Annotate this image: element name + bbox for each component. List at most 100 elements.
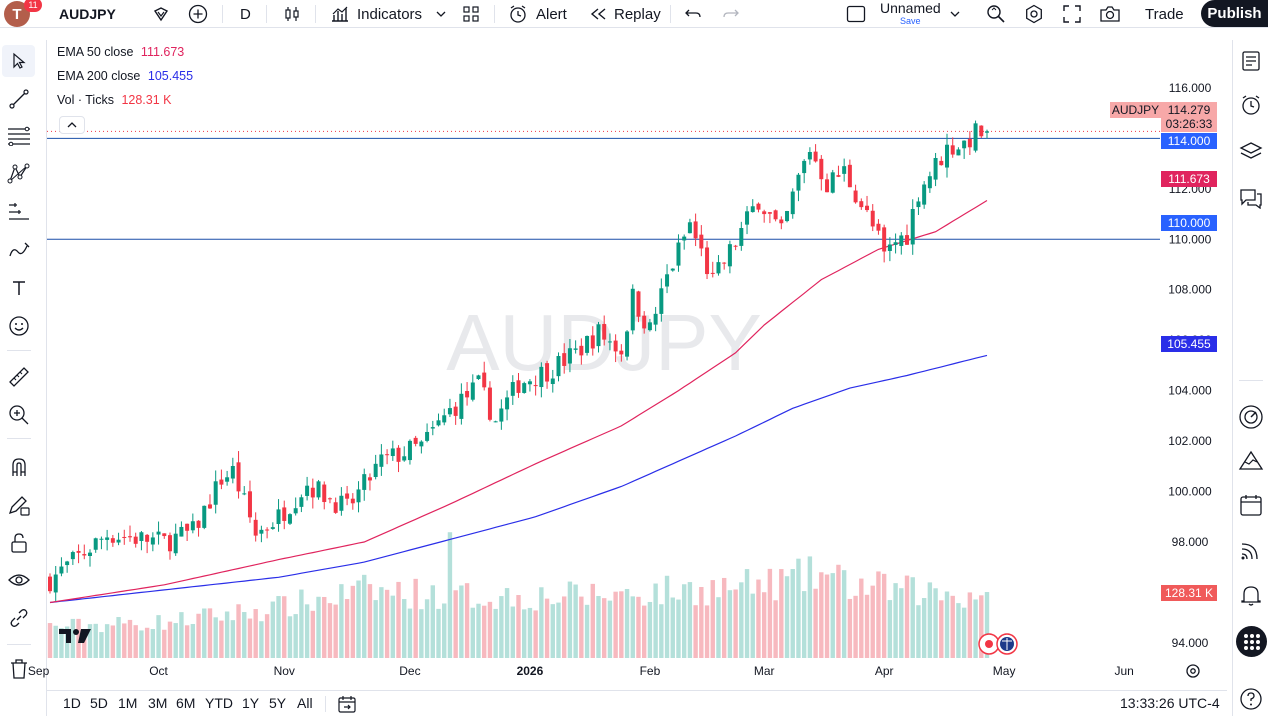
trade-button[interactable]: Trade xyxy=(1135,0,1194,28)
news-button[interactable] xyxy=(1233,534,1268,566)
alerts-button[interactable] xyxy=(1233,89,1268,121)
ema200-legend[interactable]: EMA 200 close 105.455 xyxy=(57,69,193,83)
alert-button[interactable]: Alert xyxy=(508,0,567,28)
ema50-legend[interactable]: EMA 50 close 111.673 xyxy=(57,45,184,59)
volume-bar xyxy=(407,608,413,658)
volume-bar xyxy=(550,604,555,658)
volume-bar xyxy=(904,575,910,658)
drawing-mode-tool[interactable] xyxy=(0,489,38,521)
fib-tool[interactable] xyxy=(0,120,38,152)
technicals-button[interactable] xyxy=(1233,401,1268,433)
calendar-button[interactable] xyxy=(1233,489,1268,521)
candle-body xyxy=(522,383,527,393)
pattern-tool[interactable] xyxy=(0,158,38,190)
help-button[interactable] xyxy=(1233,683,1268,715)
symbol-label: AUDJPY xyxy=(59,6,116,22)
range-1m[interactable]: 1M xyxy=(118,695,138,711)
candle-body xyxy=(745,211,750,225)
candle-body xyxy=(327,498,332,500)
candle-body xyxy=(345,493,350,499)
candle-body xyxy=(516,380,521,393)
volume-bar xyxy=(756,579,761,658)
candle-body xyxy=(573,348,578,350)
candle-body xyxy=(202,505,207,528)
link-tool[interactable] xyxy=(0,602,38,634)
volume-bar xyxy=(464,583,470,658)
candle-body xyxy=(625,331,630,357)
magnet-tool[interactable] xyxy=(0,451,38,483)
volume-bar xyxy=(367,584,373,658)
visibility-tool[interactable] xyxy=(0,564,38,596)
emoji-tool[interactable] xyxy=(0,310,38,342)
candle-body xyxy=(219,479,224,485)
brush-tool[interactable] xyxy=(0,234,38,266)
object-tree-button[interactable] xyxy=(1233,135,1268,167)
event-markers[interactable] xyxy=(978,633,1020,655)
candle-body xyxy=(93,538,98,550)
goto-date-button[interactable] xyxy=(337,695,357,716)
settings-button[interactable] xyxy=(1024,0,1044,28)
avatar[interactable]: T 11 xyxy=(4,0,42,28)
text-tool[interactable] xyxy=(0,272,38,304)
publish-button[interactable]: Publish xyxy=(1201,0,1268,27)
volume-price-label: 128.31 K xyxy=(1161,585,1217,601)
candle-body xyxy=(556,356,561,377)
watchlist-button[interactable] xyxy=(1233,45,1268,77)
lock-tool[interactable] xyxy=(0,527,38,559)
collapse-legend-button[interactable] xyxy=(59,116,85,134)
volume-bar xyxy=(287,616,293,658)
time-axis-settings-button[interactable] xyxy=(1184,662,1202,680)
cursor-tool[interactable] xyxy=(2,45,35,77)
range-all[interactable]: All xyxy=(297,695,313,711)
templates-button[interactable] xyxy=(462,0,480,28)
candle-body xyxy=(276,509,281,525)
trend-line-tool[interactable] xyxy=(0,83,38,115)
replay-button[interactable]: Replay xyxy=(589,0,661,28)
candle-body xyxy=(682,236,687,241)
zoom-tool[interactable] xyxy=(0,399,38,431)
undo-button[interactable] xyxy=(684,0,702,28)
tradingview-logo[interactable] xyxy=(58,626,92,646)
candle-body xyxy=(985,131,989,133)
volume-bar xyxy=(253,609,258,658)
add-symbol-button[interactable] xyxy=(188,0,208,28)
quick-search-button[interactable] xyxy=(985,0,1007,28)
notifications-button[interactable] xyxy=(1233,579,1268,611)
range-1y[interactable]: 1Y xyxy=(242,695,260,711)
last-price-label: 114.279 03:26:33 xyxy=(1161,102,1217,132)
fullscreen-button[interactable] xyxy=(1062,0,1082,28)
layout-menu-button[interactable] xyxy=(950,0,960,28)
candle-body xyxy=(922,184,927,205)
volume-bar xyxy=(459,585,464,658)
range-5y[interactable]: 5Y xyxy=(269,695,287,711)
symbol-search-button[interactable]: AUDJPY xyxy=(45,0,175,28)
interval-button[interactable]: D xyxy=(240,0,251,28)
range-3m[interactable]: 3M xyxy=(148,695,168,711)
products-button[interactable] xyxy=(1236,626,1267,657)
layout-name-button[interactable] xyxy=(846,0,866,28)
snapshot-button[interactable] xyxy=(1099,0,1121,28)
candle-body xyxy=(385,454,390,456)
mountain-icon xyxy=(1238,450,1264,470)
layout-title[interactable]: Unnamed Save xyxy=(880,0,942,28)
range-5d[interactable]: 5D xyxy=(90,695,108,711)
candle-body xyxy=(939,160,944,166)
volume-legend[interactable]: Vol · Ticks 128.31 K xyxy=(57,93,172,107)
redo-button[interactable] xyxy=(722,0,740,28)
measure-tool[interactable] xyxy=(0,361,38,393)
ideas-button[interactable] xyxy=(1233,444,1268,476)
chart-type-button[interactable] xyxy=(283,0,301,28)
volume-bar xyxy=(293,614,298,658)
indicators-button[interactable]: Indicators xyxy=(330,0,446,28)
chat-button[interactable] xyxy=(1233,182,1268,214)
remove-drawings-tool[interactable] xyxy=(0,653,38,685)
candle-body xyxy=(59,566,64,574)
volume-bar xyxy=(699,587,704,658)
range-1d[interactable]: 1D xyxy=(63,695,81,711)
compare-symbol-icon[interactable] xyxy=(152,5,170,23)
range-6m[interactable]: 6M xyxy=(176,695,196,711)
forecast-tool[interactable] xyxy=(0,196,38,228)
range-ytd[interactable]: YTD xyxy=(205,695,233,711)
clock-timezone[interactable]: 13:33:26 UTC-4 xyxy=(1120,695,1220,711)
